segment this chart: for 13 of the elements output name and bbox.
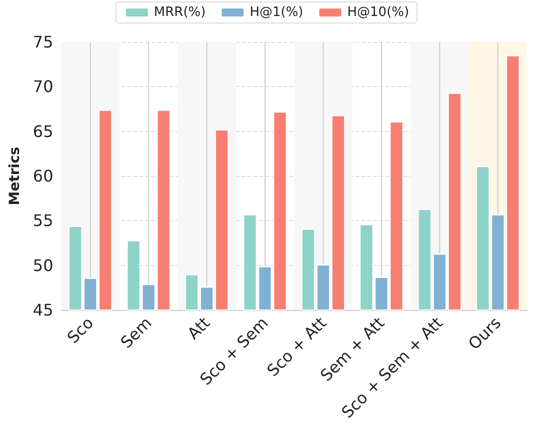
y-axis-title: Metrics [7,146,23,206]
y-tick-label: 65 [32,122,54,141]
y-tick-label: 75 [32,32,54,52]
x-tick-label: Sco [63,313,98,348]
y-tick-label: 55 [32,211,54,230]
y-tick-label: 50 [32,256,54,275]
y-tick-label: 45 [32,300,54,320]
y-tick-label: 70 [32,77,54,96]
legend-label: H@1(%) [250,5,304,20]
y-tick-label: 60 [32,166,54,186]
x-tick-label: Att [184,313,214,344]
legend-label: H@10(%) [347,5,410,20]
legend-label: MRR(%) [154,5,206,20]
